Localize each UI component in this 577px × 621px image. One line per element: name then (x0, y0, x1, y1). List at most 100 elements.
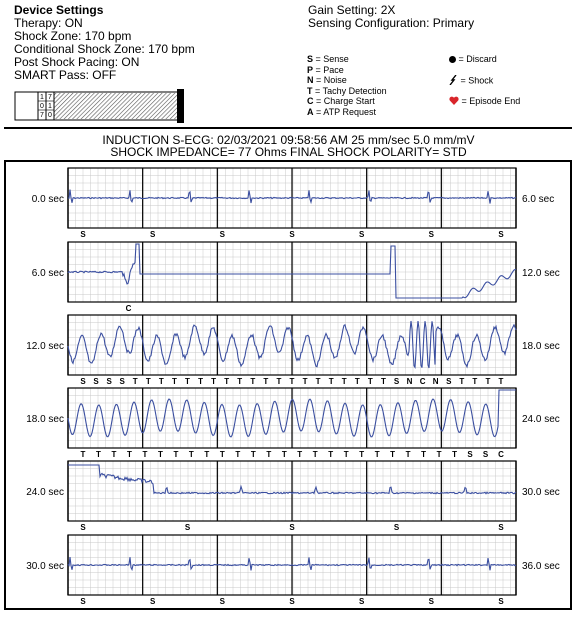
legend-item: T = Tachy Detection (307, 85, 387, 96)
strip-start-time: 0.0 sec (32, 194, 64, 205)
sense-marker: T (81, 450, 86, 459)
setting-smart-pass: SMART Pass: OFF (14, 68, 117, 82)
legend-episode-end: = Episode End (449, 96, 520, 108)
gain-setting: Gain Setting: 2X (308, 3, 396, 17)
sense-marker: T (459, 377, 464, 386)
sense-marker: T (189, 450, 194, 459)
sense-marker: T (127, 450, 132, 459)
sense-marker: T (485, 377, 490, 386)
sensing-configuration: Sensing Configuration: Primary (308, 16, 475, 30)
discard-dot-icon (449, 56, 456, 64)
sense-marker: S (106, 377, 112, 386)
ecg-strip-frame: 0.0 sec 6.0 sec S S S S S S S 6.0 sec 12.0 sec C 12.… (4, 160, 572, 610)
sense-marker: T (499, 377, 504, 386)
sense-marker: T (198, 377, 203, 386)
sense-marker: T (133, 377, 138, 386)
ecg-trace (68, 464, 517, 495)
strip-end-time: 6.0 sec (522, 194, 554, 205)
sense-marker: T (204, 450, 209, 459)
sense-marker: T (220, 450, 225, 459)
sense-marker: S (483, 450, 489, 459)
sense-marker: T (344, 450, 349, 459)
legend-item: N = Noise (307, 75, 347, 85)
sense-marker: S (120, 377, 126, 386)
shock-icon (449, 74, 458, 88)
svg-text:7: 7 (40, 112, 44, 119)
ecg-trace (67, 243, 517, 299)
sense-marker: T (381, 377, 386, 386)
sense-marker: N (433, 377, 439, 386)
svg-text:1: 1 (48, 103, 52, 110)
marker-legend: S = Sense P = Pace N = Noise T = Tachy D… (307, 54, 387, 117)
sense-marker: S (289, 230, 295, 239)
sense-marker: S (467, 450, 473, 459)
setting-conditional-shock-zone: Conditional Shock Zone: 170 bpm (14, 42, 195, 56)
sense-marker: N (407, 377, 413, 386)
setting-therapy: Therapy: ON (14, 16, 83, 30)
sense-marker: T (96, 450, 101, 459)
ecg-trace (67, 389, 516, 438)
induction-info: INDUCTION S-ECG: 02/03/2021 09:58:56 AM … (102, 133, 475, 147)
ecg-trace (67, 557, 517, 572)
strip-start-time: 30.0 sec (26, 561, 64, 572)
ecg-trace (67, 320, 517, 369)
sense-marker: T (375, 450, 380, 459)
sense-marker: T (406, 450, 411, 459)
header-divider (4, 127, 572, 129)
device-settings-title: Device Settings (14, 3, 104, 17)
strip-start-time: 6.0 sec (32, 268, 64, 279)
ecg-strip-row: 6.0 sec 12.0 sec C (32, 241, 560, 313)
sense-marker: T (173, 450, 178, 459)
sense-marker: S (93, 377, 99, 386)
svg-text:1: 1 (40, 94, 44, 101)
sense-marker: T (329, 377, 334, 386)
strip-end-time: 24.0 sec (522, 414, 560, 425)
sense-marker: T (251, 450, 256, 459)
sense-marker: S (289, 523, 295, 532)
sense-marker: S (446, 377, 452, 386)
sense-marker: T (112, 450, 117, 459)
sense-marker: S (150, 230, 156, 239)
svg-text:7: 7 (48, 94, 52, 101)
ecg-strip-row: 18.0 sec 24.0 sec T T T T T T T T T T T T T T T T T T T T T T T T… (26, 387, 560, 459)
ecg-strip-row: 0.0 sec 6.0 sec S S S S S S S (32, 167, 554, 239)
sense-marker: S (80, 230, 86, 239)
sense-marker: T (263, 377, 268, 386)
sense-marker: S (429, 597, 435, 606)
sense-marker: T (328, 450, 333, 459)
legend-item: S = Sense (307, 54, 349, 64)
sense-marker: T (211, 377, 216, 386)
ecg-strip-row: 30.0 sec 36.0 sec S S S S S S S (26, 534, 560, 606)
sense-marker: S (498, 230, 504, 239)
sense-marker: T (172, 377, 177, 386)
shock-impedance-info: SHOCK IMPEDANCE= 77 Ohms FINAL SHOCK POL… (110, 145, 467, 159)
sense-marker: T (224, 377, 229, 386)
sense-marker: T (290, 377, 295, 386)
sense-marker: S (80, 377, 86, 386)
sense-marker: T (303, 377, 308, 386)
strip-start-time: 24.0 sec (26, 487, 64, 498)
strip-end-time: 18.0 sec (522, 341, 560, 352)
sense-marker: T (282, 450, 287, 459)
sense-marker: T (266, 450, 271, 459)
legend-item: C = Charge Start (307, 96, 375, 106)
sense-marker: T (297, 450, 302, 459)
setting-post-shock-pacing: Post Shock Pacing: ON (14, 55, 140, 69)
sense-marker: S (429, 230, 435, 239)
sense-marker: T (158, 450, 163, 459)
sense-marker: T (159, 377, 164, 386)
sense-marker: S (394, 523, 400, 532)
svg-text:0: 0 (40, 103, 44, 110)
sense-marker: T (390, 450, 395, 459)
sense-marker: T (452, 450, 457, 459)
legend-item: A = ATP Request (307, 106, 376, 117)
sense-marker: S (359, 230, 365, 239)
sense-marker: C (498, 450, 504, 459)
episode-end-heart-icon (449, 96, 459, 108)
strip-end-time: 30.0 sec (522, 487, 560, 498)
sense-marker: S (394, 377, 400, 386)
sense-marker: C (126, 304, 132, 313)
sense-marker: T (237, 377, 242, 386)
sense-marker: T (368, 377, 373, 386)
